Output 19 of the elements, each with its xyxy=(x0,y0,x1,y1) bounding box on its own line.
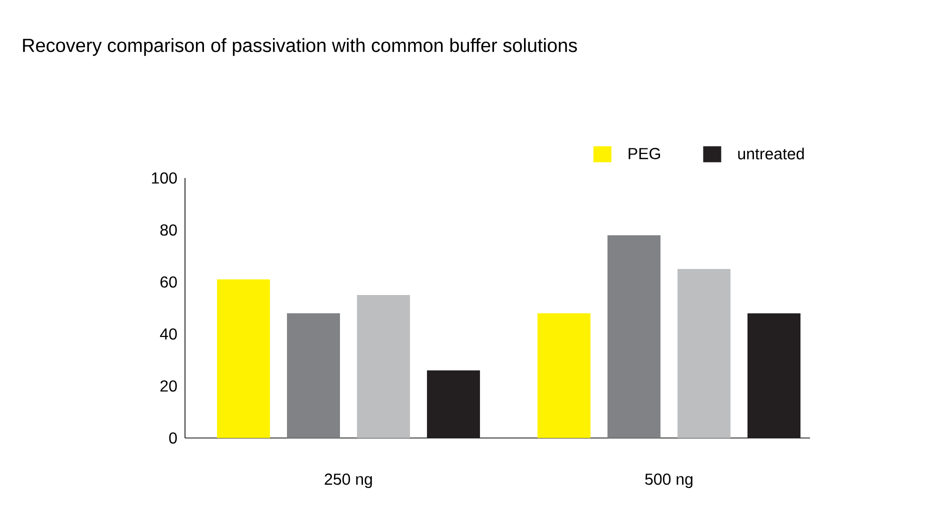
y-tick-label: 20 xyxy=(160,380,177,392)
bar xyxy=(747,313,800,438)
bar xyxy=(677,268,730,438)
x-tick-label: 500 ng xyxy=(645,474,692,488)
bar xyxy=(426,370,480,438)
x-tick-label: 250 ng xyxy=(324,474,372,488)
y-tick-label: 60 xyxy=(160,276,177,288)
legend-label: untreated xyxy=(738,148,804,160)
y-tick-label: 0 xyxy=(169,432,177,444)
y-tick-label: 40 xyxy=(160,328,177,340)
bar xyxy=(537,313,590,438)
bar xyxy=(607,235,660,438)
bar xyxy=(216,279,270,438)
y-tick-label: 100 xyxy=(152,172,177,184)
chart-title: Recovery comparison of passivation with common buffer solutions xyxy=(23,38,577,56)
bar xyxy=(286,313,340,438)
legend-label: PEG xyxy=(628,148,660,160)
y-tick-label: 80 xyxy=(160,224,177,236)
bar xyxy=(356,295,410,438)
